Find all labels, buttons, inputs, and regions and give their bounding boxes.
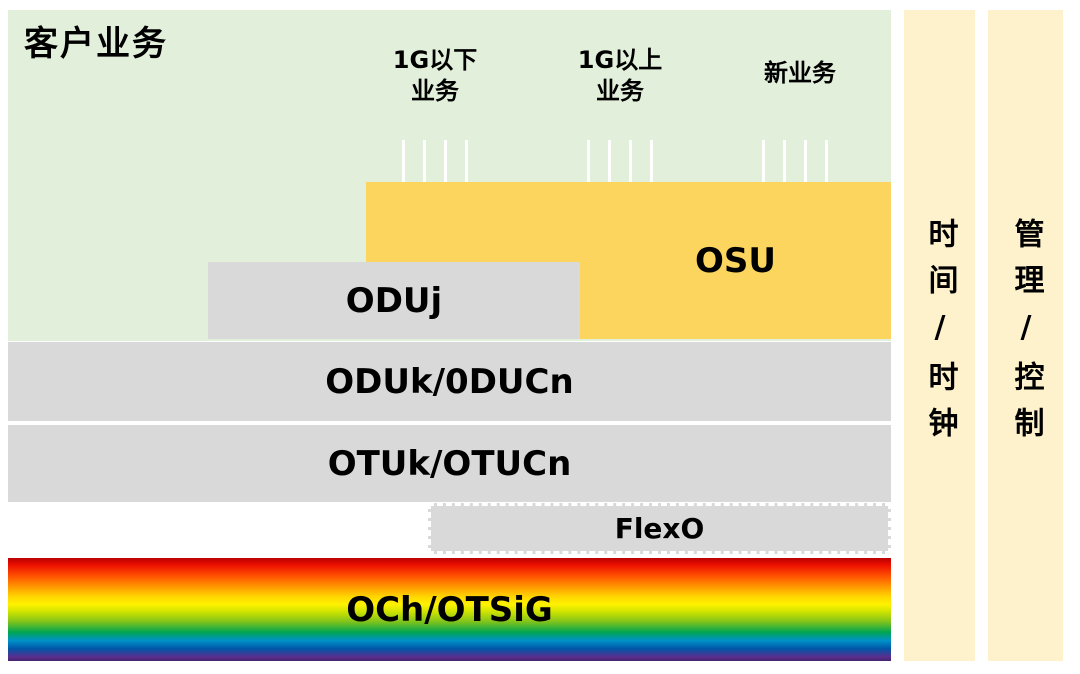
management-control-label: 管理/控制: [1008, 218, 1044, 453]
service-tick-group-above-1g: [587, 140, 653, 182]
service-tick: [608, 140, 611, 182]
service-tick: [444, 140, 447, 182]
service-label-new: 新业务: [764, 59, 836, 87]
time-clock-label: 时间/时钟: [922, 218, 958, 453]
service-tick: [402, 140, 405, 182]
service-tick: [762, 140, 765, 182]
service-tick: [825, 140, 828, 182]
service-tick-group-new: [762, 140, 828, 182]
och-label: OCh/OTSiG: [346, 589, 553, 630]
oduj-layer: ODUj: [208, 262, 580, 339]
otuk-layer: OTUk/OTUCn: [8, 425, 891, 502]
service-label-sub-1g: 1G以下 业务: [392, 46, 478, 106]
oduk-layer: ODUk/0DUCn: [8, 342, 891, 421]
service-tick: [783, 140, 786, 182]
service-tick: [465, 140, 468, 182]
client-services-title: 客户业务: [24, 24, 168, 64]
flexo-label: FlexO: [614, 512, 705, 545]
service-label-above-1g: 1G以上 业务: [577, 46, 663, 106]
oduk-label: ODUk/0DUCn: [325, 361, 574, 402]
service-tick-group-sub-1g: [402, 140, 468, 182]
osu-label-wrap: OSU: [580, 182, 891, 339]
flexo-layer: FlexO: [428, 503, 891, 554]
osu-label: OSU: [695, 240, 776, 281]
service-tick: [587, 140, 590, 182]
service-tick: [650, 140, 653, 182]
service-tick: [423, 140, 426, 182]
service-tick: [629, 140, 632, 182]
otuk-label: OTUk/OTUCn: [327, 443, 572, 484]
time-clock-bar: 时间/时钟: [904, 10, 975, 661]
oduj-label: ODUj: [345, 280, 443, 321]
och-layer: OCh/OTSiG: [8, 558, 891, 661]
service-tick: [804, 140, 807, 182]
management-control-bar: 管理/控制: [988, 10, 1063, 661]
